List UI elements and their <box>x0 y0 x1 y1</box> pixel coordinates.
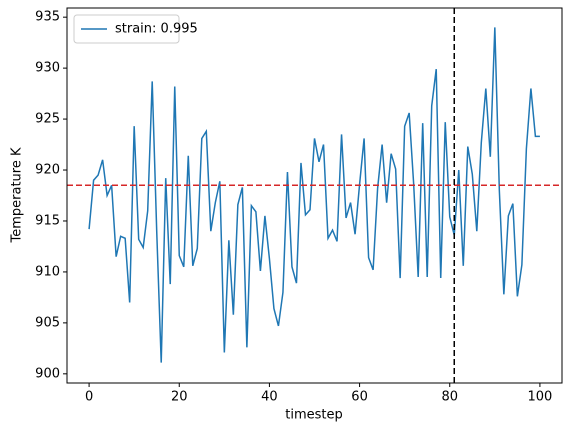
x-tick-label: 100 <box>527 390 552 405</box>
y-tick-label: 930 <box>35 61 60 76</box>
legend-label: strain: 0.995 <box>115 22 198 37</box>
y-tick-label: 935 <box>35 10 60 25</box>
x-tick-label: 40 <box>261 390 278 405</box>
x-axis-label: timestep <box>285 408 343 423</box>
y-tick-label: 910 <box>35 264 60 279</box>
y-tick-label: 920 <box>35 163 60 178</box>
x-tick-label: 20 <box>171 390 188 405</box>
data-line <box>88 27 540 363</box>
x-tick-label: 80 <box>441 390 458 405</box>
x-tick-label: 60 <box>351 390 368 405</box>
plot-frame <box>66 7 563 384</box>
y-axis-label: Temperature K <box>10 147 25 243</box>
y-tick-label: 905 <box>35 315 60 330</box>
legend-box <box>73 14 180 44</box>
y-tick-label: 925 <box>35 112 60 127</box>
y-tick-label: 900 <box>35 366 60 381</box>
x-tick-label: 0 <box>85 390 93 405</box>
y-tick-label: 915 <box>35 213 60 228</box>
